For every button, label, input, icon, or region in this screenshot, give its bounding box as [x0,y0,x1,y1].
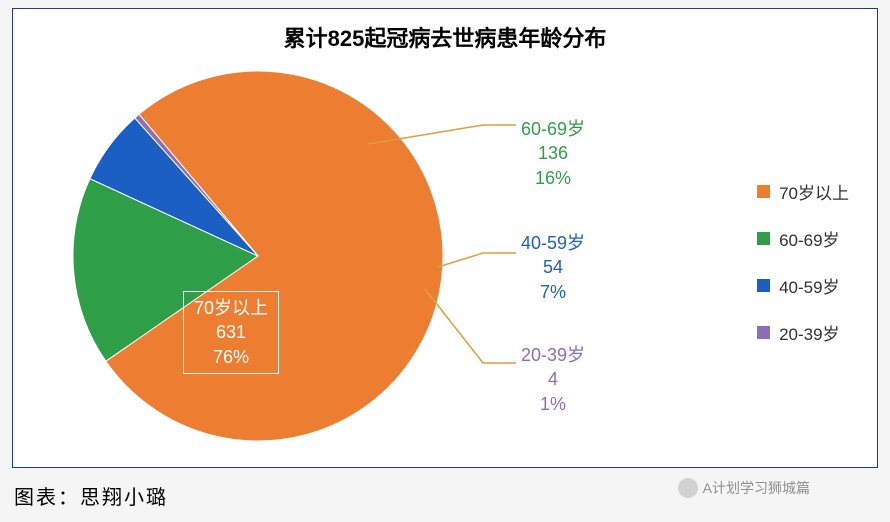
legend-item-70plus: 70岁以上 [757,179,849,204]
legend-label: 20-39岁 [779,320,839,345]
legend-label: 70岁以上 [779,179,849,204]
legend-item-40-59: 40-59岁 [757,273,849,298]
legend-label: 60-69岁 [779,226,839,251]
slice-value: 631 [194,320,268,344]
source-label: 图表：思翔小璐 [14,481,168,510]
callout-40-59: 40-59岁 54 7% [521,231,585,304]
callout-value: 4 [521,367,585,391]
slice-pct: 76% [194,345,268,369]
watermark-icon [678,478,698,498]
legend-item-20-39: 20-39岁 [757,320,849,345]
chart-container: 累计825起冠病去世病患年龄分布 70岁以上 631 76% 60-69岁 13… [12,8,878,468]
pie-chart: 70岁以上 631 76% [73,71,443,441]
callout-60-69: 60-69岁 136 16% [521,117,585,190]
callout-pct: 16% [521,166,585,190]
callout-label: 20-39岁 [521,343,585,367]
watermark-text: A计划学习狮城篇 [703,478,810,498]
legend-swatch [757,232,770,245]
callout-label: 60-69岁 [521,117,585,141]
legend-swatch [757,279,770,292]
legend-label: 40-59岁 [779,273,839,298]
slice-label-70plus: 70岁以上 631 76% [183,291,279,374]
chart-title: 累计825起冠病去世病患年龄分布 [13,9,877,53]
callout-pct: 1% [521,392,585,416]
callout-label: 40-59岁 [521,231,585,255]
legend: 70岁以上 60-69岁 40-59岁 20-39岁 [757,179,849,367]
callout-value: 54 [521,255,585,279]
watermark: A计划学习狮城篇 [678,478,810,498]
callout-pct: 7% [521,280,585,304]
callout-value: 136 [521,141,585,165]
callout-20-39: 20-39岁 4 1% [521,343,585,416]
legend-item-60-69: 60-69岁 [757,226,849,251]
slice-label-text: 70岁以上 [194,296,268,320]
legend-swatch [757,185,770,198]
legend-swatch [757,326,770,339]
